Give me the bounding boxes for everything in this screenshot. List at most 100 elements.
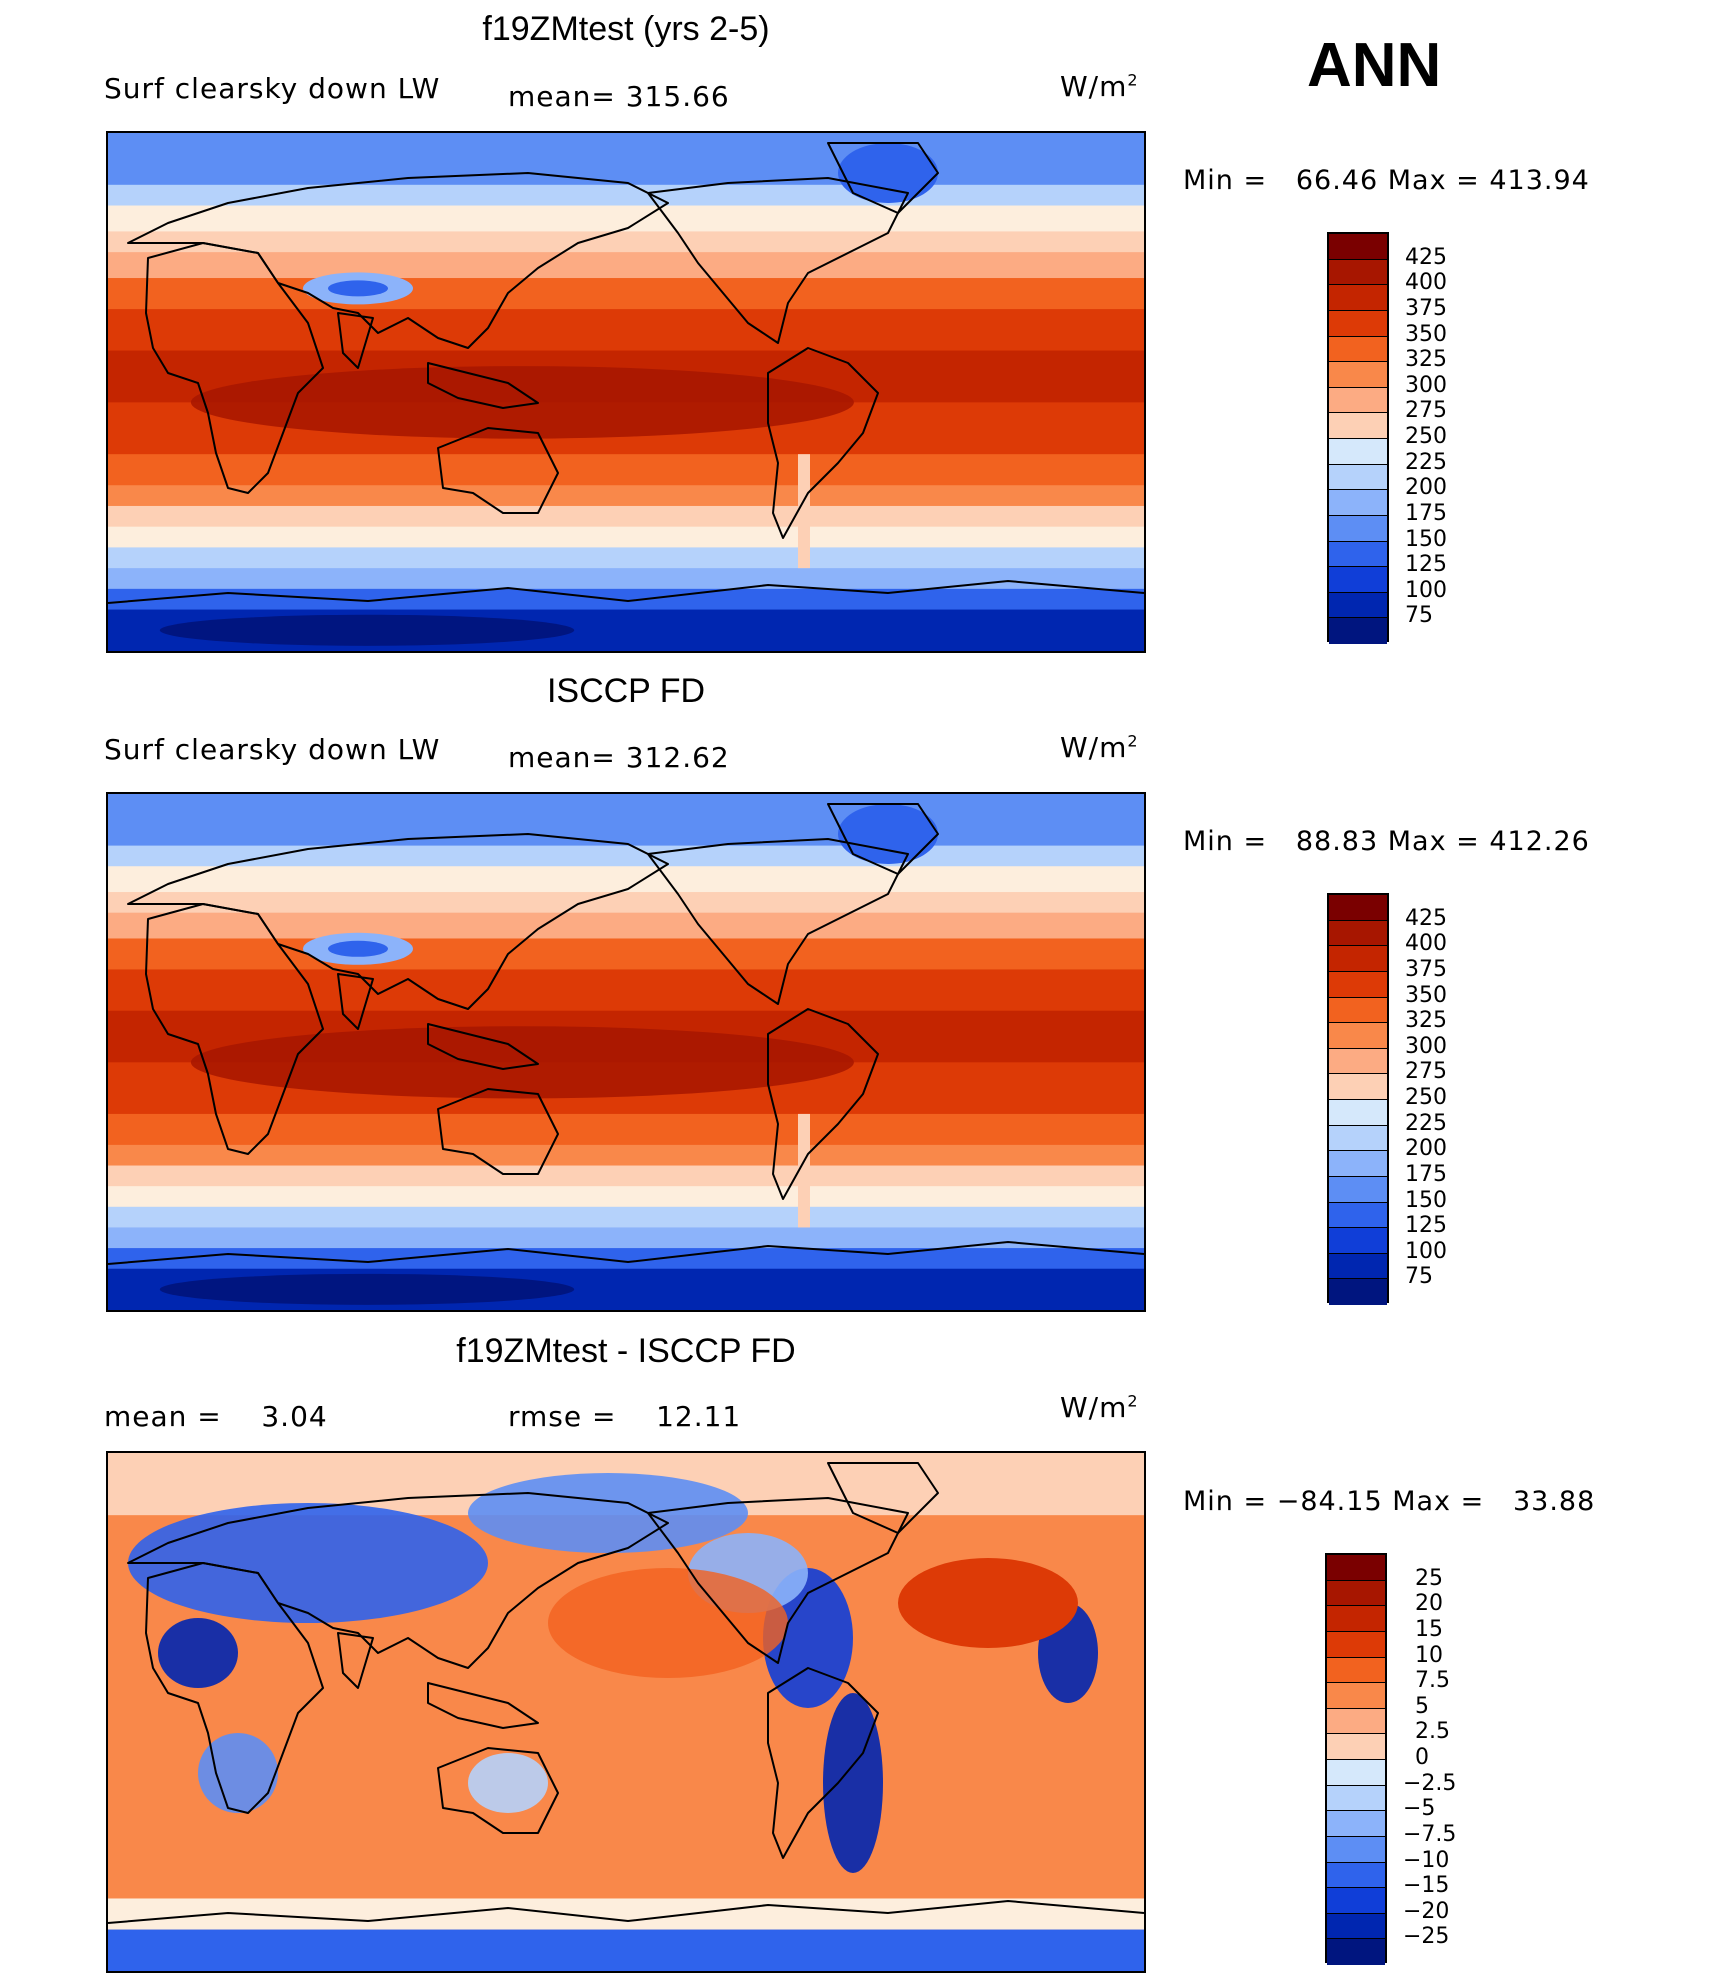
panel-2-map — [106, 792, 1146, 1312]
colorbar-tick-label: 7.5 — [1415, 1668, 1450, 1694]
colorbar-swatch — [1327, 1631, 1385, 1658]
panel-2-title: ISCCP FD — [546, 672, 706, 710]
colorbar-swatch — [1329, 946, 1387, 972]
colorbar-swatch — [1327, 1708, 1385, 1735]
colorbar-tick-label: 150 — [1405, 1187, 1447, 1213]
colorbar-swatch — [1329, 310, 1387, 337]
colorbar-swatch — [1327, 1683, 1385, 1709]
colorbar-tick-label: 275 — [1405, 398, 1447, 424]
colorbar-tick-label: 175 — [1405, 1161, 1447, 1187]
panel-2-colorbar — [1327, 893, 1389, 1305]
colorbar-tick-label: 375 — [1405, 295, 1447, 321]
colorbar-swatch — [1327, 1785, 1385, 1812]
colorbar-swatch — [1329, 920, 1387, 947]
colorbar-swatch — [1329, 1151, 1387, 1177]
colorbar-tick-label: 75 — [1405, 1264, 1433, 1290]
colorbar-tick-label: −7.5 — [1403, 1821, 1457, 1847]
colorbar-swatch — [1329, 1176, 1387, 1203]
colorbar-tick-label: 250 — [1405, 424, 1447, 449]
colorbar-swatch — [1329, 234, 1387, 260]
colorbar-tick-label: 100 — [1405, 1238, 1447, 1264]
colorbar-swatch — [1327, 1760, 1385, 1786]
colorbar-swatch — [1329, 362, 1387, 388]
panel-3-min-max: Min = −84.15 Max = 33.88 — [1183, 1486, 1596, 1517]
colorbar-tick-label: −2.5 — [1403, 1770, 1457, 1796]
colorbar-swatch — [1327, 1836, 1385, 1863]
colorbar-tick-label: 200 — [1405, 1136, 1447, 1162]
panel-1-mean-label: mean= 315.66 — [508, 80, 730, 113]
colorbar-swatch — [1329, 1074, 1387, 1100]
panel-1-title: f19ZMtest (yrs 2-5) — [482, 10, 770, 48]
panel-2-min-max: Min = 88.83 Max = 412.26 — [1183, 826, 1590, 857]
colorbar-tick-label: −15 — [1403, 1873, 1450, 1899]
colorbar-swatch — [1329, 1228, 1387, 1254]
colorbar-tick-label: 400 — [1405, 931, 1447, 957]
panel-3-colorbar-ticks: 25 20 15 10 7.5 5 2.5 0 −2.5 −5 −7.5 −10 −15 −20 −25 — [1403, 1553, 1493, 1963]
colorbar-tick-label: −25 — [1403, 1924, 1450, 1950]
colorbar-tick-label: 225 — [1405, 1110, 1447, 1136]
colorbar-swatch — [1329, 618, 1387, 644]
colorbar-tick-label: 200 — [1405, 475, 1447, 501]
colorbar-tick-label: 325 — [1405, 347, 1447, 373]
colorbar-swatch — [1329, 541, 1387, 568]
colorbar-tick-label: −5 — [1403, 1796, 1436, 1822]
panel-1-units: W/m2 — [1060, 70, 1139, 103]
panel-3-title: f19ZMtest - ISCCP FD — [456, 1332, 796, 1370]
colorbar-tick-label: 125 — [1405, 1213, 1447, 1239]
colorbar-swatch — [1329, 439, 1387, 465]
colorbar-tick-label: 350 — [1405, 982, 1447, 1008]
colorbar-tick-label: 325 — [1405, 1008, 1447, 1034]
panel-1-colorbar-ticks: 425 400 375 350 325 300 275 250 225 200 175 150 125 1… — [1405, 232, 1485, 642]
colorbar-tick-label: 425 — [1405, 244, 1447, 270]
colorbar-swatch — [1329, 567, 1387, 593]
colorbar-tick-label: −20 — [1403, 1898, 1450, 1924]
colorbar-tick-label: 400 — [1405, 270, 1447, 296]
colorbar-swatch — [1329, 1125, 1387, 1152]
colorbar-swatch — [1329, 285, 1387, 311]
panel-3-rmse-label: rmse = 12.11 — [508, 1400, 742, 1433]
colorbar-swatch — [1329, 387, 1387, 414]
colorbar-tick-label: 175 — [1405, 500, 1447, 526]
colorbar-tick-label: 300 — [1405, 1033, 1447, 1059]
colorbar-tick-label: 250 — [1405, 1085, 1447, 1110]
panel-1-min-max: Min = 66.46 Max = 413.94 — [1183, 165, 1590, 196]
colorbar-tick-label: 425 — [1405, 905, 1447, 931]
panel-3-mean-label: mean = 3.04 — [104, 1400, 328, 1433]
colorbar-swatch — [1329, 971, 1387, 998]
colorbar-swatch — [1329, 490, 1387, 516]
colorbar-tick-label: 375 — [1405, 956, 1447, 982]
colorbar-swatch — [1329, 515, 1387, 542]
colorbar-tick-label: 20 — [1415, 1591, 1443, 1617]
colorbar-swatch — [1327, 1657, 1385, 1684]
colorbar-swatch — [1329, 1279, 1387, 1305]
colorbar-swatch — [1329, 413, 1387, 439]
colorbar-swatch — [1327, 1888, 1385, 1914]
colorbar-swatch — [1327, 1555, 1385, 1581]
colorbar-tick-label: 25 — [1415, 1565, 1443, 1591]
colorbar-tick-label: 350 — [1405, 321, 1447, 347]
colorbar-swatch — [1327, 1734, 1385, 1760]
colorbar-tick-label: 75 — [1405, 603, 1433, 629]
colorbar-swatch — [1329, 1253, 1387, 1280]
colorbar-swatch — [1327, 1913, 1385, 1940]
colorbar-swatch — [1329, 1048, 1387, 1075]
colorbar-tick-label: 10 — [1415, 1642, 1443, 1668]
colorbar-swatch — [1329, 464, 1387, 491]
panel-3-map — [106, 1451, 1146, 1973]
colorbar-tick-label: 15 — [1415, 1616, 1443, 1642]
panel-3-colorbar — [1325, 1553, 1387, 1965]
colorbar-swatch — [1327, 1580, 1385, 1607]
colorbar-swatch — [1327, 1862, 1385, 1889]
colorbar-tick-label: 225 — [1405, 449, 1447, 475]
colorbar-tick-label: 100 — [1405, 577, 1447, 603]
colorbar-swatch — [1329, 1202, 1387, 1229]
panel-1-map — [106, 131, 1146, 653]
colorbar-swatch — [1329, 336, 1387, 363]
colorbar-swatch — [1327, 1606, 1385, 1632]
colorbar-swatch — [1329, 1023, 1387, 1049]
colorbar-tick-label: 150 — [1405, 526, 1447, 552]
colorbar-swatch — [1327, 1811, 1385, 1837]
panel-2-colorbar-ticks: 425 400 375 350 325 300 275 250 225 200 175 150 125 1… — [1405, 893, 1485, 1303]
panel-1-variable-label: Surf clearsky down LW — [104, 72, 441, 105]
season-label: ANN — [1307, 31, 1442, 100]
